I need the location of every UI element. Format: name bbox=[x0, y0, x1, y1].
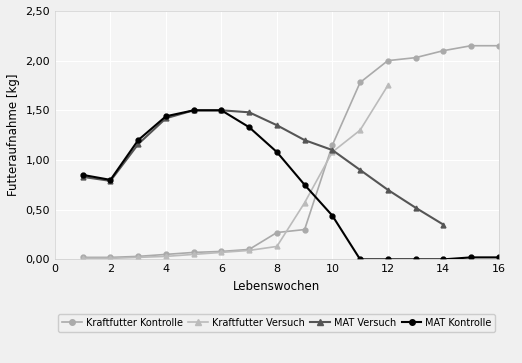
Y-axis label: Futteraufnahme [kg]: Futteraufnahme [kg] bbox=[7, 74, 20, 196]
X-axis label: Lebenswochen: Lebenswochen bbox=[233, 280, 321, 293]
Legend: Kraftfutter Kontrolle, Kraftfutter Versuch, MAT Versuch, MAT Kontrolle: Kraftfutter Kontrolle, Kraftfutter Versu… bbox=[58, 314, 495, 332]
